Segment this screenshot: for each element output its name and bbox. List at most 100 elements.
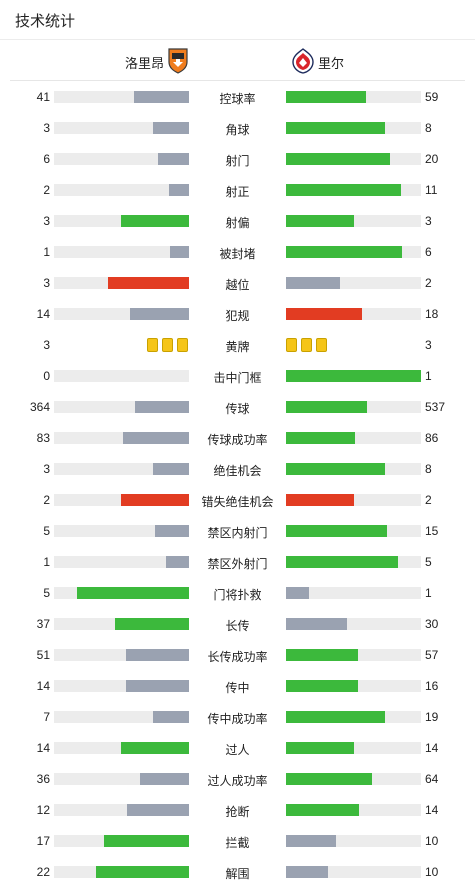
home-value: 51 (36, 648, 50, 662)
home-bar-track (54, 773, 189, 785)
teams-header: 洛里昂 里尔 (10, 41, 465, 81)
stat-row: 1 被封堵 6 (0, 236, 475, 267)
home-value: 14 (36, 679, 50, 693)
stat-row: 36 过人成功率 64 (0, 763, 475, 794)
away-value: 1 (425, 586, 432, 600)
home-bar-fill (166, 556, 189, 568)
home-bar-track (54, 866, 189, 878)
home-bar-fill (135, 401, 189, 413)
stat-label: 犯规 (225, 309, 250, 323)
away-bar-track (286, 525, 421, 537)
stat-label: 控球率 (219, 92, 256, 106)
away-value: 30 (425, 617, 439, 631)
away-bar-fill (286, 122, 385, 134)
stat-label: 长传成功率 (207, 650, 268, 664)
home-bar-track (54, 618, 189, 630)
away-value: 64 (425, 772, 439, 786)
away-bar-track (286, 680, 421, 692)
away-team-name[interactable]: 里尔 (318, 56, 345, 71)
home-bar-fill (153, 463, 189, 475)
stat-row: 12 抢断 14 (0, 794, 475, 825)
home-value: 83 (36, 431, 50, 445)
away-bar-track (286, 153, 421, 165)
home-bar-track (54, 246, 189, 258)
stat-row: 14 传中 16 (0, 670, 475, 701)
home-bar-track (54, 556, 189, 568)
home-value: 6 (43, 152, 50, 166)
lille-crest-icon[interactable] (292, 48, 314, 74)
away-value: 8 (425, 462, 432, 476)
away-bar-fill (286, 432, 355, 444)
away-value: 59 (425, 90, 439, 104)
home-value: 17 (36, 834, 50, 848)
home-bar-track (54, 494, 189, 506)
home-bar-fill (121, 742, 189, 754)
away-value: 19 (425, 710, 439, 724)
home-value: 0 (43, 369, 50, 383)
away-bar-fill (286, 711, 385, 723)
stat-label: 错失绝佳机会 (201, 495, 274, 509)
home-bar-fill (140, 773, 189, 785)
stat-label: 过人 (225, 743, 250, 757)
home-value: 14 (36, 741, 50, 755)
home-bar-fill (126, 649, 189, 661)
stat-label: 射偏 (225, 216, 250, 230)
away-bar-track (286, 556, 421, 568)
home-bar-track (54, 122, 189, 134)
home-bar-fill (169, 184, 189, 196)
stat-label: 被封堵 (219, 247, 256, 261)
away-bar-fill (286, 556, 398, 568)
stat-label: 过人成功率 (207, 774, 268, 788)
away-bar-fill (286, 153, 390, 165)
home-value: 3 (43, 462, 50, 476)
away-bar-track (286, 866, 421, 878)
home-bar-fill (134, 91, 189, 103)
home-value: 36 (36, 772, 50, 786)
away-bar-track (286, 494, 421, 506)
home-bar-fill (115, 618, 189, 630)
home-value: 5 (43, 586, 50, 600)
yellow-card-icon (286, 338, 297, 352)
lorient-crest-icon[interactable] (167, 48, 189, 74)
home-bar-track (54, 432, 189, 444)
stat-row: 83 传球成功率 86 (0, 422, 475, 453)
stat-label: 射正 (225, 185, 250, 199)
stat-row: 2 错失绝佳机会 2 (0, 484, 475, 515)
away-bar-fill (286, 649, 358, 661)
away-value: 5 (425, 555, 432, 569)
home-value: 7 (43, 710, 50, 724)
away-value: 3 (425, 214, 432, 228)
home-bar-track (54, 308, 189, 320)
stat-label: 绝佳机会 (213, 464, 262, 478)
away-value: 10 (425, 834, 439, 848)
away-value: 10 (425, 865, 439, 879)
away-bar-track (286, 277, 421, 289)
stat-label: 击中门框 (213, 371, 262, 385)
home-value: 3 (43, 338, 50, 352)
home-bar-track (54, 277, 189, 289)
yellow-card-icon (316, 338, 327, 352)
home-bar-track (54, 804, 189, 816)
stat-row: 0 击中门框 1 (0, 360, 475, 391)
stat-row: 51 长传成功率 57 (0, 639, 475, 670)
stat-row: 3 越位 2 (0, 267, 475, 298)
home-bar-track (54, 711, 189, 723)
stat-label: 传球 (225, 402, 250, 416)
away-value: 18 (425, 307, 439, 321)
away-bar-track (286, 122, 421, 134)
home-team-name[interactable]: 洛里昂 (125, 56, 165, 71)
home-bar-fill (155, 525, 189, 537)
away-bar-fill (286, 401, 367, 413)
home-value: 22 (36, 865, 50, 879)
away-value: 8 (425, 121, 432, 135)
away-value: 16 (425, 679, 439, 693)
away-bar-track (286, 370, 421, 382)
away-value: 86 (425, 431, 439, 445)
away-bar-track (286, 463, 421, 475)
home-bar-track (54, 525, 189, 537)
away-bar-fill (286, 773, 372, 785)
away-bar-fill (286, 494, 354, 506)
away-bar-track (286, 91, 421, 103)
away-bar-fill (286, 463, 385, 475)
stat-row: 41 控球率 59 (0, 81, 475, 112)
